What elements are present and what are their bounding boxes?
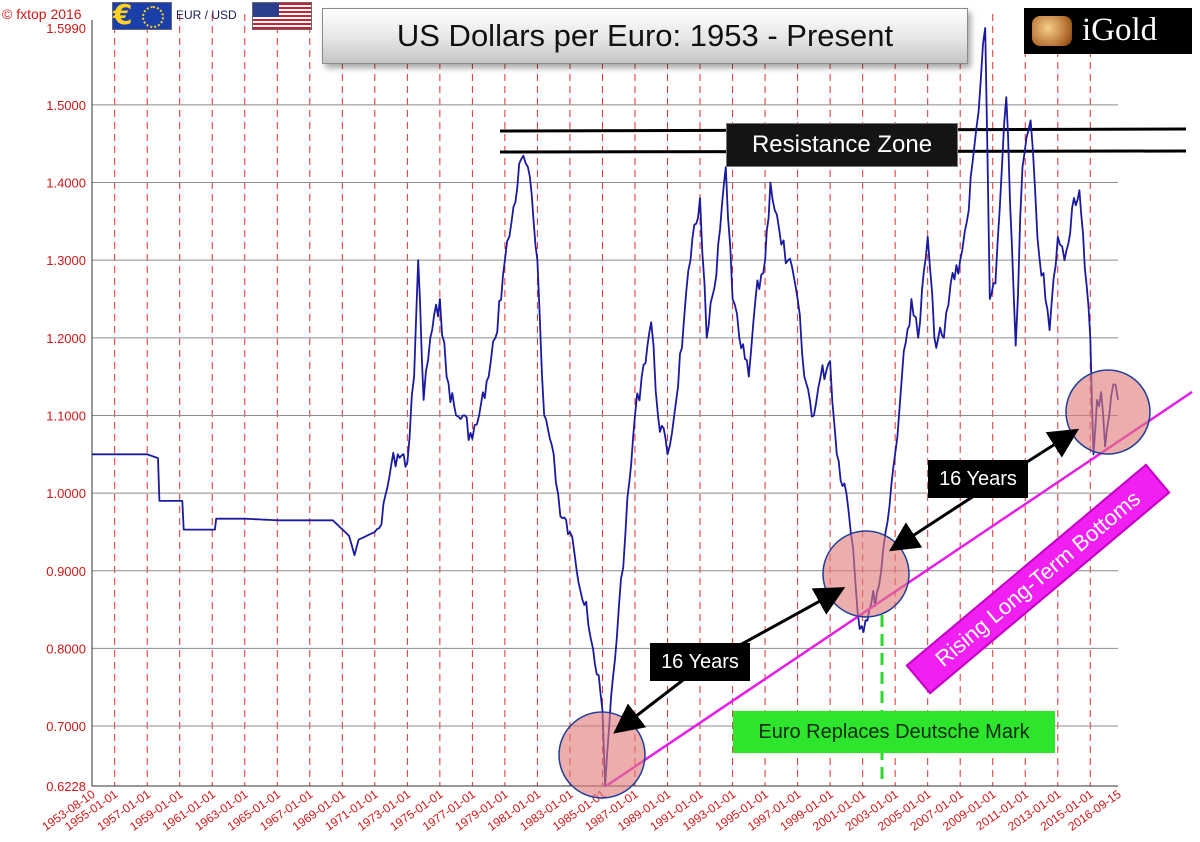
y-tick-label: 1.4000 [46,176,86,191]
currency-pair-label: EUR / USD [176,8,237,22]
eurusd-series-line [92,27,1119,787]
eu-flag-icon: € [112,0,172,31]
y-tick-label: 0.6228 [46,779,86,794]
us-flag-icon [252,2,312,30]
y-tick-label: 1.3000 [46,253,86,268]
y-tick-label: 1.5990 [46,21,86,36]
sixteen-years-label-2: 16 Years [928,460,1028,498]
gold-nugget-icon [1032,16,1072,46]
igold-logo: iGold [1024,8,1192,54]
bottom-circle-2000 [822,530,910,618]
y-tick-label: 0.9000 [46,564,86,579]
bottom-circle-1985 [558,711,646,799]
y-tick-label: 0.7000 [46,719,86,734]
y-tick-label: 1.1000 [46,408,86,423]
y-tick-labels: 0.6228 0.7000 0.8000 0.9000 1.0000 1.1000 1.20… [46,21,86,794]
logo-text: iGold [1082,12,1158,48]
bottom-circle-2015 [1065,369,1151,455]
x-tick-labels: 1953-08-101955-01-011957-01-011959-01-01… [39,787,1124,834]
sixteen-years-arrow-2-start [888,490,981,552]
sixteen-years-label-1: 16 Years [650,643,750,681]
y-tick-label: 1.2000 [46,331,86,346]
y-tick-label: 1.0000 [46,486,86,501]
euro-symbol-icon: € [113,0,133,31]
y-tick-label: 1.5000 [46,98,86,113]
y-tick-label: 0.8000 [46,641,86,656]
fxtop-credit: © fxtop 2016 [2,6,82,22]
resistance-zone-label: Resistance Zone [726,123,958,167]
eu-stars-icon [142,6,164,28]
chart-title: US Dollars per Euro: 1953 - Present [322,8,968,64]
euro-replaces-label: Euro Replaces Deutsche Mark [733,711,1055,753]
